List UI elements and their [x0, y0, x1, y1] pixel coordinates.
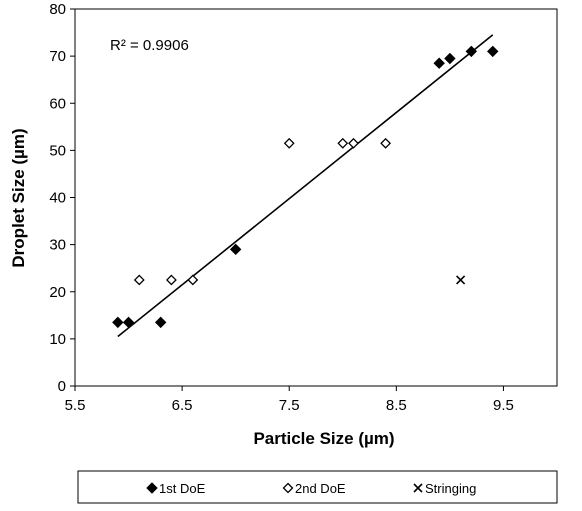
y-axis-title: Droplet Size (µm)	[9, 128, 28, 267]
x-tick-label: 8.5	[386, 397, 407, 414]
data-point-2nd-doe	[133, 274, 145, 286]
trendline	[117, 34, 494, 338]
data-point-2nd-doe	[348, 137, 359, 149]
data-point-2nd-doe	[380, 137, 392, 149]
legend-label-1st-doe: 1st DoE	[159, 481, 206, 496]
y-tick-label: 70	[49, 48, 66, 65]
data-point-2nd-doe	[283, 137, 295, 149]
r-squared-annotation: R² = 0.9906	[110, 37, 189, 54]
data-point-2nd-doe	[337, 137, 349, 149]
x-tick-label: 9.5	[493, 397, 514, 414]
legend-marker-2nd-doe	[282, 482, 294, 494]
legend-marker-1st-doe	[146, 482, 158, 494]
data-point-1st-doe	[465, 45, 478, 58]
legend-label-stringing: Stringing	[425, 481, 476, 496]
data-point-1st-doe	[444, 52, 456, 65]
data-point-stringing	[456, 275, 466, 285]
y-tick-label: 0	[58, 378, 66, 395]
legend: 1st DoE 2nd DoE Stringing	[77, 470, 558, 504]
x-axis-title: Particle Size (µm)	[253, 429, 394, 448]
data-point-1st-doe	[487, 45, 499, 58]
y-tick-label: 20	[49, 284, 66, 301]
data-point-2nd-doe	[165, 274, 177, 286]
x-tick-label: 6.5	[172, 397, 193, 414]
legend-marker-stringing	[413, 483, 423, 493]
y-tick-label: 40	[49, 190, 66, 207]
data-point-1st-doe	[154, 316, 167, 329]
x-tick-label: 5.5	[65, 397, 86, 414]
data-point-2nd-doe	[187, 274, 199, 286]
data-point-1st-doe	[229, 243, 242, 256]
y-tick-label: 60	[49, 95, 66, 112]
y-tick-label: 50	[49, 142, 66, 159]
legend-box	[77, 470, 558, 504]
y-tick-label: 30	[49, 237, 66, 254]
legend-label-2nd-doe: 2nd DoE	[295, 481, 346, 496]
data-point-1st-doe	[112, 316, 124, 329]
x-tick-label: 7.5	[279, 397, 300, 414]
data-point-1st-doe	[122, 316, 135, 329]
y-tick-label: 80	[49, 1, 66, 18]
plot-area-frame	[74, 8, 558, 387]
y-tick-label: 10	[49, 331, 66, 348]
data-point-1st-doe	[433, 57, 445, 69]
